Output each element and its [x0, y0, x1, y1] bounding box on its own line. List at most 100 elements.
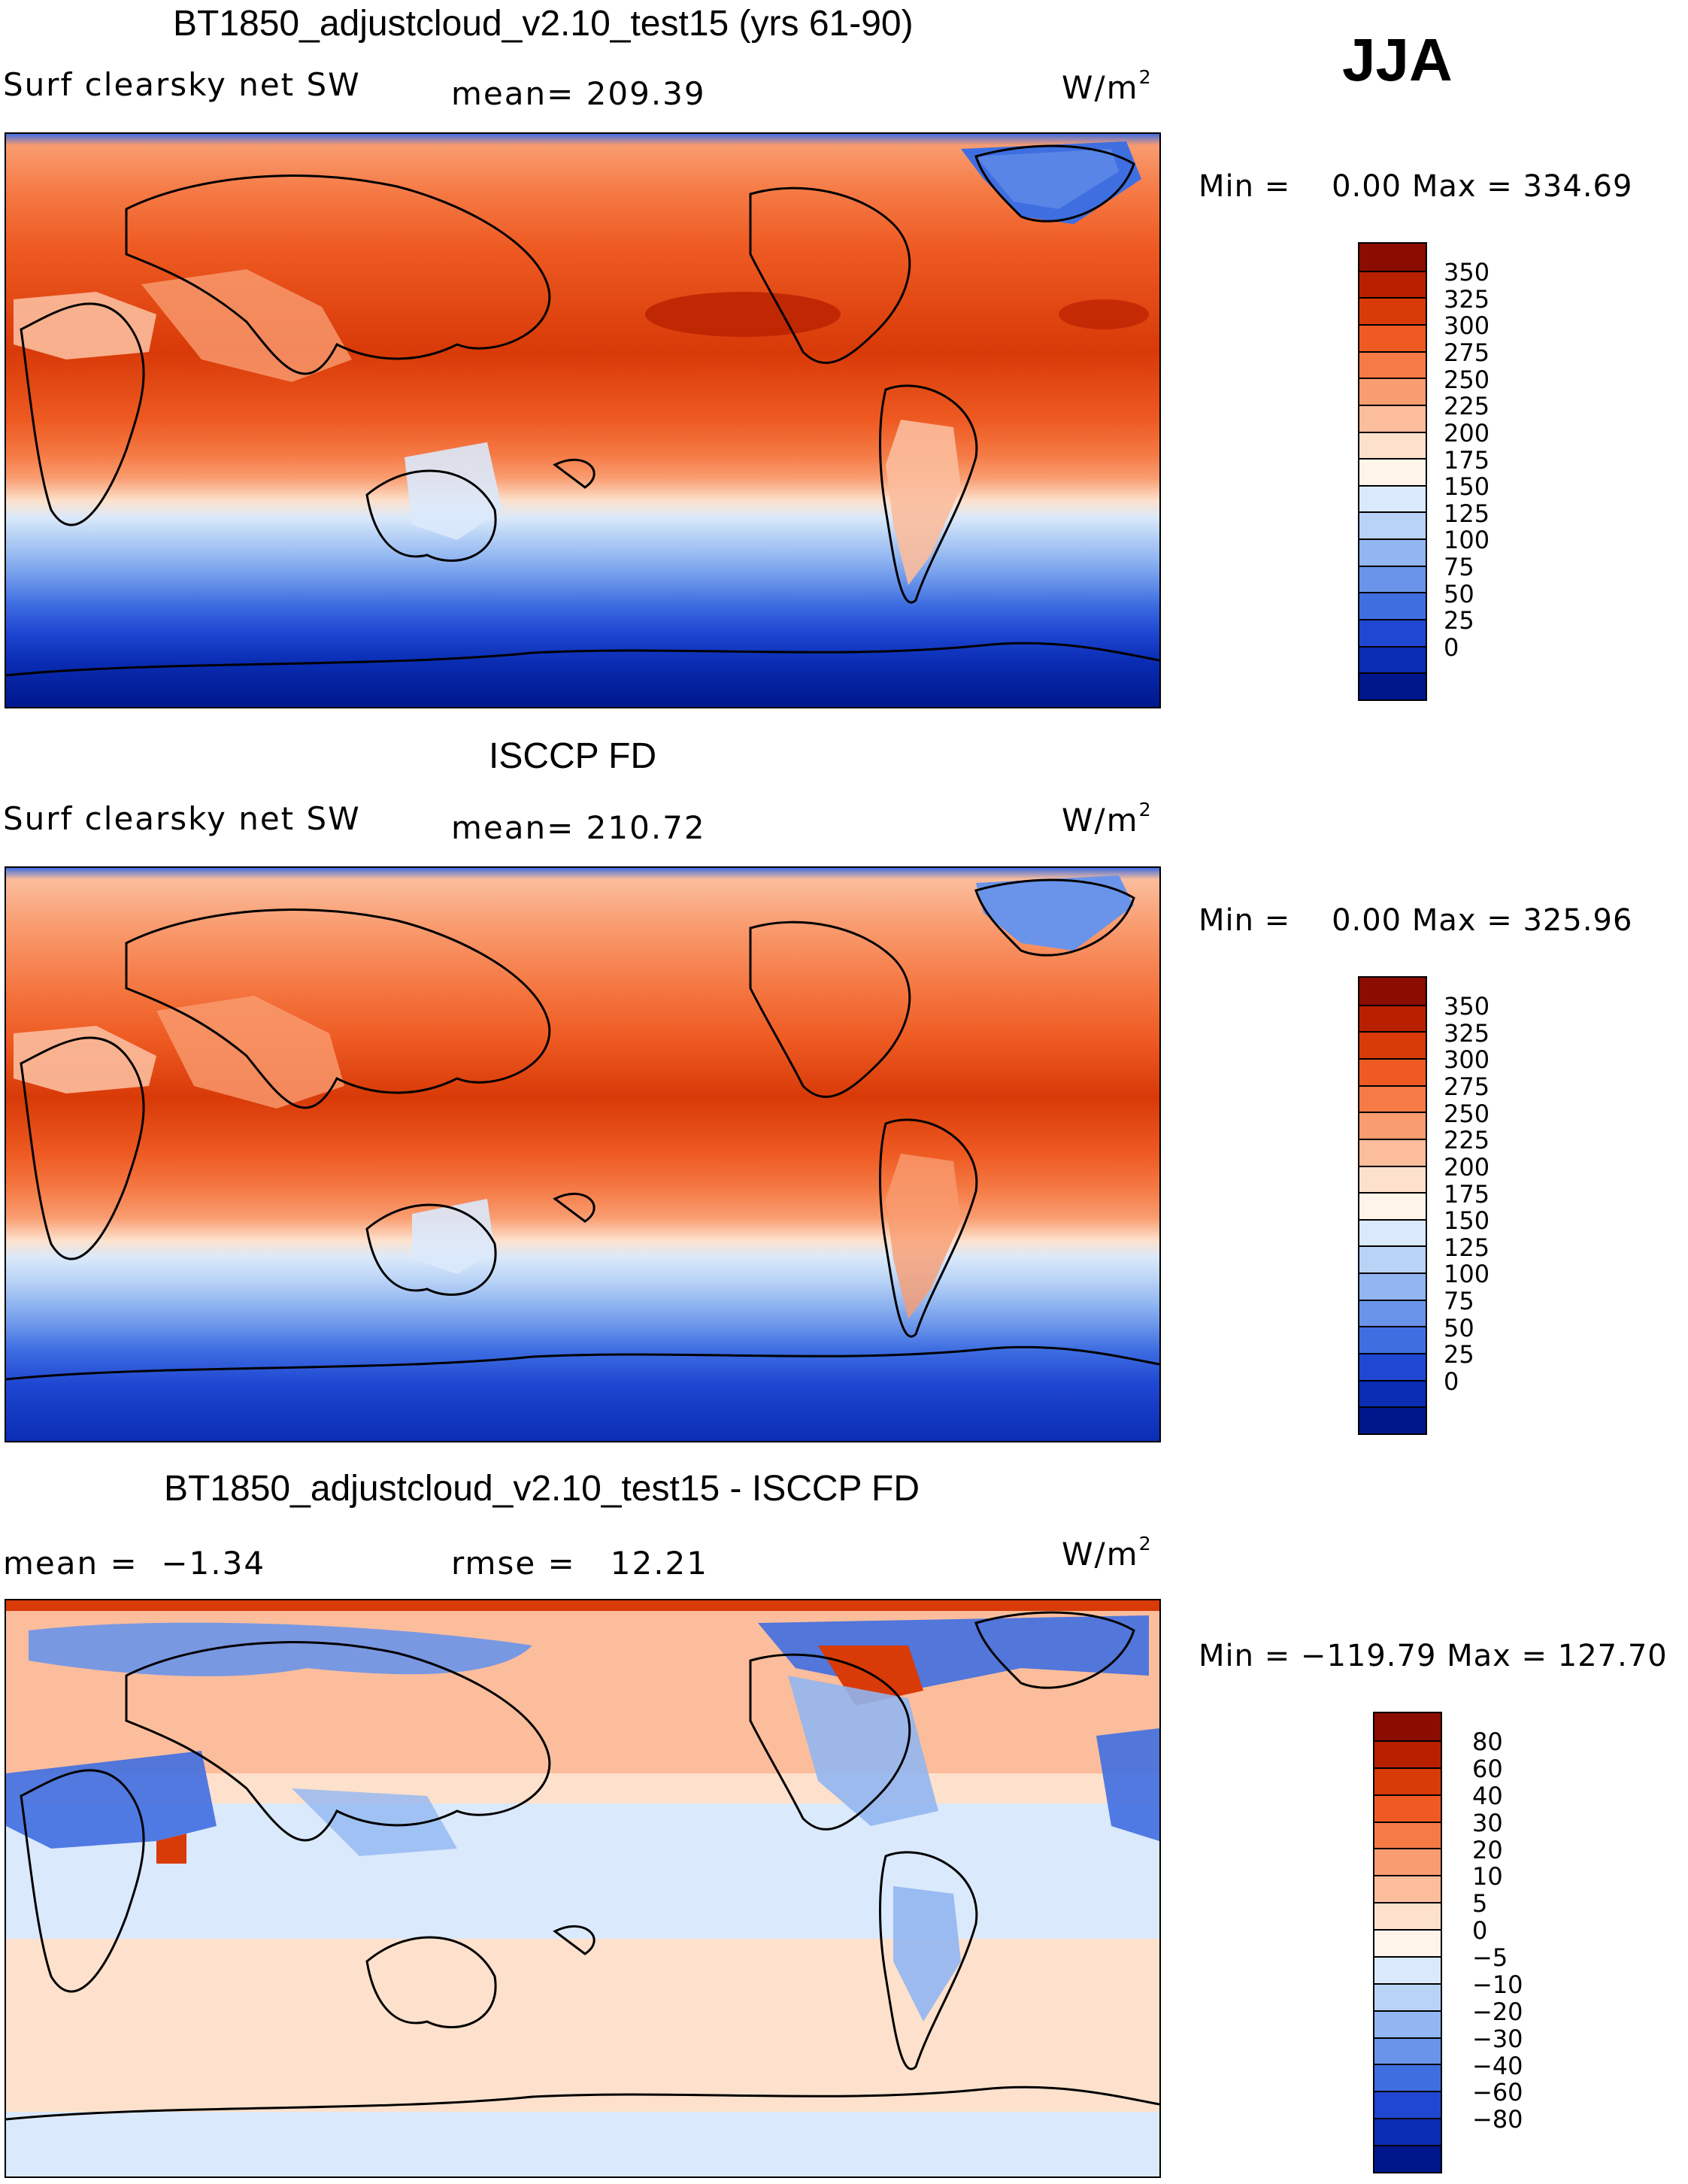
colorbar-level-label: 275 — [1444, 1072, 1490, 1101]
colorbar-segment — [1374, 1902, 1441, 1930]
colorbar-level-label: 80 — [1472, 1727, 1503, 1756]
colorbar-level-label: −40 — [1472, 2051, 1523, 2080]
colorbar-segment — [1359, 1031, 1426, 1059]
panel1-title: BT1850_adjustcloud_v2.10_test15 (yrs 61-… — [173, 4, 914, 44]
colorbar-level-label: 50 — [1444, 579, 1474, 608]
colorbar-segment — [1359, 484, 1426, 512]
colorbar-segment — [1374, 1713, 1441, 1741]
colorbar-segment — [1359, 1272, 1426, 1300]
colorbar-segment — [1374, 2118, 1441, 2146]
panel3-map — [5, 1599, 1161, 2178]
colorbar-level-label: 200 — [1444, 418, 1490, 447]
panel1-colorbar — [1358, 242, 1427, 701]
colorbar-segment — [1374, 1740, 1441, 1768]
panel2-map-field — [6, 868, 1159, 1441]
colorbar-level-label: 200 — [1444, 1152, 1490, 1181]
colorbar-segment — [1374, 2145, 1441, 2173]
colorbar-level-label: 150 — [1444, 472, 1490, 502]
colorbar-level-label: 250 — [1444, 365, 1490, 394]
colorbar-segment — [1359, 1379, 1426, 1407]
colorbar-level-label: 5 — [1472, 1889, 1488, 1919]
colorbar-level-label: 75 — [1444, 553, 1474, 582]
panel1-map — [5, 132, 1161, 708]
colorbar-segment — [1359, 1084, 1426, 1112]
colorbar-segment — [1374, 1875, 1441, 1903]
colorbar-level-label: 325 — [1444, 1018, 1490, 1048]
colorbar-level-label: 225 — [1444, 1126, 1490, 1155]
colorbar-segment — [1359, 1138, 1426, 1166]
colorbar-level-label: 30 — [1472, 1808, 1503, 1837]
colorbar-segment — [1359, 378, 1426, 405]
colorbar-level-label: 250 — [1444, 1099, 1490, 1128]
colorbar-level-label: 125 — [1444, 499, 1490, 528]
colorbar-segment — [1359, 565, 1426, 593]
colorbar-level-label: 0 — [1472, 1916, 1488, 1946]
colorbar-level-label: 100 — [1444, 526, 1490, 555]
panel3-colorbar — [1373, 1712, 1442, 2173]
colorbar-level-label: 175 — [1444, 445, 1490, 475]
colorbar-segment — [1359, 1353, 1426, 1381]
colorbar-level-label: 300 — [1444, 311, 1490, 341]
panel2-map — [5, 866, 1161, 1442]
colorbar-segment — [1374, 1794, 1441, 1822]
panel1-min-max: Min = 0.00 Max = 334.69 — [1199, 169, 1633, 204]
colorbar-level-label: 150 — [1444, 1206, 1490, 1236]
colorbar-level-label: −60 — [1472, 2078, 1523, 2107]
colorbar-segment — [1359, 538, 1426, 566]
colorbar-segment — [1359, 1192, 1426, 1220]
panel1-variable-label: Surf clearsky net SW — [3, 66, 361, 103]
colorbar-segment — [1359, 244, 1426, 271]
colorbar-level-label: 50 — [1444, 1313, 1474, 1342]
panel1-units: W/m2 — [1062, 66, 1153, 107]
colorbar-segment — [1359, 297, 1426, 325]
colorbar-segment — [1374, 2010, 1441, 2038]
panel2-title: ISCCP FD — [489, 736, 657, 776]
colorbar-segment — [1359, 1299, 1426, 1327]
colorbar-segment — [1359, 1406, 1426, 1434]
panel3-title: BT1850_adjustcloud_v2.10_test15 - ISCCP … — [164, 1469, 920, 1509]
panel2-variable-label: Surf clearsky net SW — [3, 800, 361, 837]
colorbar-segment — [1359, 350, 1426, 378]
colorbar-level-label: 325 — [1444, 284, 1490, 314]
colorbar-segment — [1359, 1057, 1426, 1086]
panel1-mean-label: mean= 209.39 — [451, 75, 706, 112]
panel3-rmse-label: rmse = 12.21 — [451, 1545, 708, 1582]
colorbar-segment — [1359, 270, 1426, 298]
panel1-map-field — [6, 134, 1159, 707]
panel2-min-max: Min = 0.00 Max = 325.96 — [1199, 903, 1633, 938]
panel3-min-max: Min = −119.79 Max = 127.70 — [1199, 1639, 1668, 1673]
colorbar-level-label: 175 — [1444, 1179, 1490, 1209]
colorbar-segment — [1374, 2064, 1441, 2091]
panel3-map-field — [6, 1600, 1159, 2176]
colorbar-level-label: 100 — [1444, 1260, 1490, 1289]
colorbar-segment — [1359, 592, 1426, 620]
colorbar-segment — [1359, 619, 1426, 647]
colorbar-segment — [1359, 1218, 1426, 1246]
colorbar-segment — [1359, 978, 1426, 1006]
colorbar-level-label: −5 — [1472, 1943, 1508, 1973]
colorbar-level-label: 10 — [1472, 1862, 1503, 1891]
colorbar-level-label: 350 — [1444, 992, 1490, 1021]
colorbar-level-label: 25 — [1444, 1340, 1474, 1370]
colorbar-segment — [1359, 404, 1426, 432]
colorbar-level-label: 60 — [1472, 1754, 1503, 1783]
colorbar-level-label: 300 — [1444, 1045, 1490, 1075]
season-label: JJA — [1342, 26, 1453, 93]
colorbar-level-label: −80 — [1472, 2105, 1523, 2134]
colorbar-level-label: 0 — [1444, 1367, 1459, 1397]
colorbar-segment — [1359, 458, 1426, 486]
colorbar-segment — [1374, 1982, 1441, 2011]
colorbar-segment — [1359, 1326, 1426, 1354]
colorbar-segment — [1359, 511, 1426, 539]
colorbar-level-label: 350 — [1444, 258, 1490, 287]
colorbar-level-label: −20 — [1472, 1997, 1523, 2026]
colorbar-level-label: 125 — [1444, 1233, 1490, 1262]
panel2-mean-label: mean= 210.72 — [451, 809, 706, 846]
colorbar-level-label: 275 — [1444, 338, 1490, 367]
colorbar-level-label: 225 — [1444, 392, 1490, 421]
colorbar-segment — [1359, 323, 1426, 352]
colorbar-segment — [1359, 431, 1426, 459]
colorbar-level-label: 25 — [1444, 606, 1474, 635]
colorbar-segment — [1359, 672, 1426, 700]
panel2-colorbar — [1358, 976, 1427, 1435]
